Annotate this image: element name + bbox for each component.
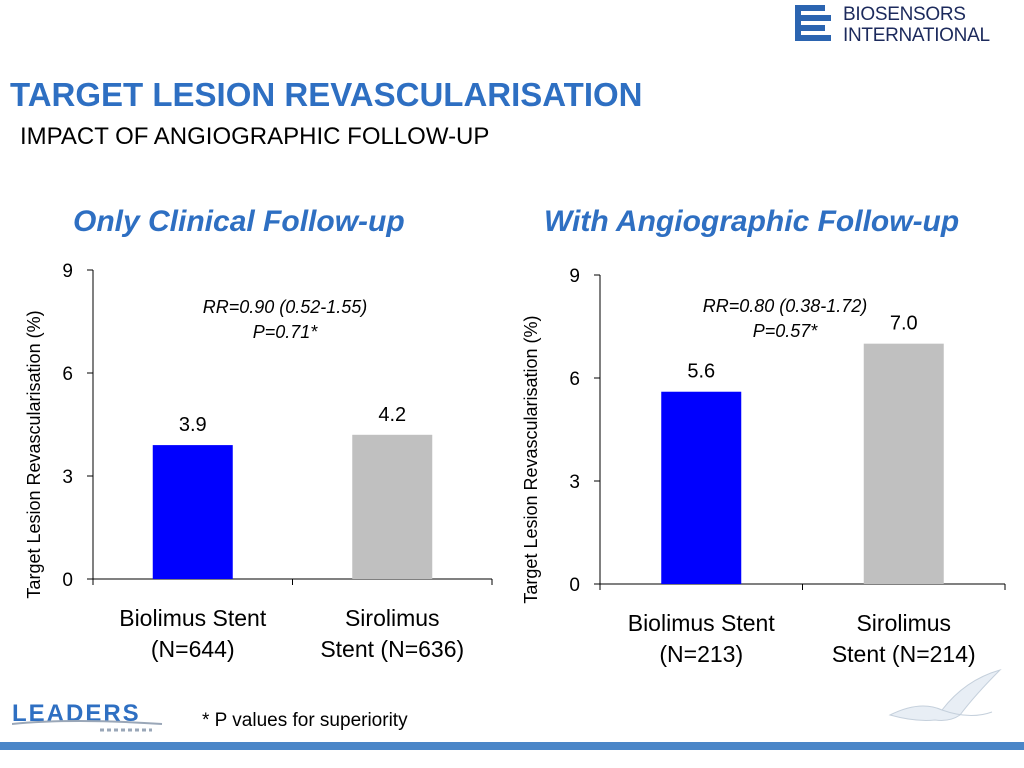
brand-name: BIOSENSORS INTERNATIONAL <box>843 4 990 46</box>
chart-1-bar <box>352 434 433 579</box>
chart-1-y-tick-label: 6 <box>62 364 73 385</box>
chart-2-data-label: 7.0 <box>890 313 918 335</box>
chart-1-y-axis-label: Target Lesion Revascularisation (%) <box>24 310 44 598</box>
chart-2-category-label: Biolimus Stent <box>628 610 776 636</box>
chart-1-stat-annotation: RR=0.90 (0.52-1.55) <box>203 297 368 317</box>
chart-1-category-label: Biolimus Stent <box>119 605 267 631</box>
chart-2-y-tick-label: 3 <box>569 472 580 493</box>
leaders-swoosh-icon <box>12 720 163 732</box>
chart-2-bar <box>863 343 944 584</box>
leaders-logo: LEADERS <box>12 700 172 738</box>
chart-2-y-tick-label: 0 <box>569 575 580 596</box>
chart-1-data-label: 3.9 <box>179 414 207 436</box>
chart-2-stat-annotation: RR=0.80 (0.38-1.72) <box>703 296 868 316</box>
chart-1-category-label: (N=644) <box>151 636 235 662</box>
chart-1-stat-annotation: P=0.71* <box>253 322 319 342</box>
chart-2-title: With Angiographic Follow-up <box>544 205 960 238</box>
brand-logo: BIOSENSORS INTERNATIONAL <box>793 2 1023 50</box>
chart-2-category-label: (N=213) <box>659 641 743 667</box>
chart-1-bar <box>152 445 233 579</box>
seagull-icon <box>888 668 1002 721</box>
chart-2-y-tick-label: 9 <box>569 266 580 287</box>
footnote: * P values for superiority <box>202 710 408 731</box>
chart-1-y-tick-label: 0 <box>62 570 73 591</box>
chart-2-stat-annotation: P=0.57* <box>753 321 819 341</box>
biosensors-logo-icon <box>795 5 831 41</box>
brand-name-line2: INTERNATIONAL <box>843 25 990 46</box>
chart-1-data-label: 4.2 <box>378 404 406 426</box>
chart-2-bar <box>661 391 742 584</box>
chart-2-category-label: Stent (N=214) <box>832 641 976 667</box>
page-subtitle: IMPACT OF ANGIOGRAPHIC FOLLOW-UP <box>20 123 490 150</box>
chart-1-category-label: Sirolimus <box>345 605 440 631</box>
chart-2-y-axis-label: Target Lesion Revascularisation (%) <box>521 315 541 603</box>
chart-2-category-label: Sirolimus <box>856 610 951 636</box>
chart-1-title: Only Clinical Follow-up <box>73 205 405 238</box>
chart-2-y-tick-label: 6 <box>569 369 580 390</box>
chart-2-data-label: 5.6 <box>687 361 715 383</box>
page-title: TARGET LESION REVASCULARISATION <box>10 76 643 113</box>
brand-name-line1: BIOSENSORS <box>843 4 966 25</box>
chart-1-y-tick-label: 3 <box>62 467 73 488</box>
chart-1-y-tick-label: 9 <box>62 261 73 282</box>
chart-1-category-label: Stent (N=636) <box>320 636 464 662</box>
bottom-bar <box>0 742 1024 750</box>
